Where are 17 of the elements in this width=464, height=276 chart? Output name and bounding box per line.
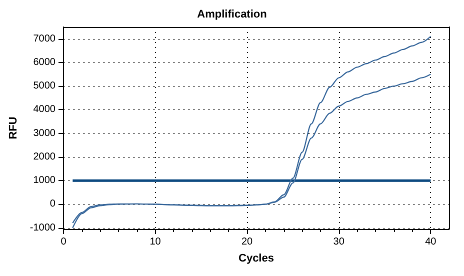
x-axis-title: Cycles xyxy=(238,252,274,264)
y-tick-label: 7000 xyxy=(33,33,56,44)
y-tick-label: 6000 xyxy=(33,56,56,68)
y-tick-label: 4000 xyxy=(33,104,56,116)
x-tick-label: 0 xyxy=(60,236,67,248)
y-tick-label: 2000 xyxy=(33,151,56,162)
x-tick-label: 20 xyxy=(241,236,254,248)
y-tick-label: 5000 xyxy=(33,80,56,92)
x-tick-label: 10 xyxy=(150,236,162,248)
y-tick-label: 1000 xyxy=(33,175,56,186)
y-tick-label: 0 xyxy=(50,198,56,210)
x-tick-label: 40 xyxy=(425,236,437,248)
y-axis-title: RFU xyxy=(8,116,20,140)
chart-title: Amplification xyxy=(197,8,268,20)
y-tick-label: 3000 xyxy=(33,128,56,139)
y-tick-label: -1000 xyxy=(30,222,56,234)
x-tick-label: 30 xyxy=(333,236,345,248)
